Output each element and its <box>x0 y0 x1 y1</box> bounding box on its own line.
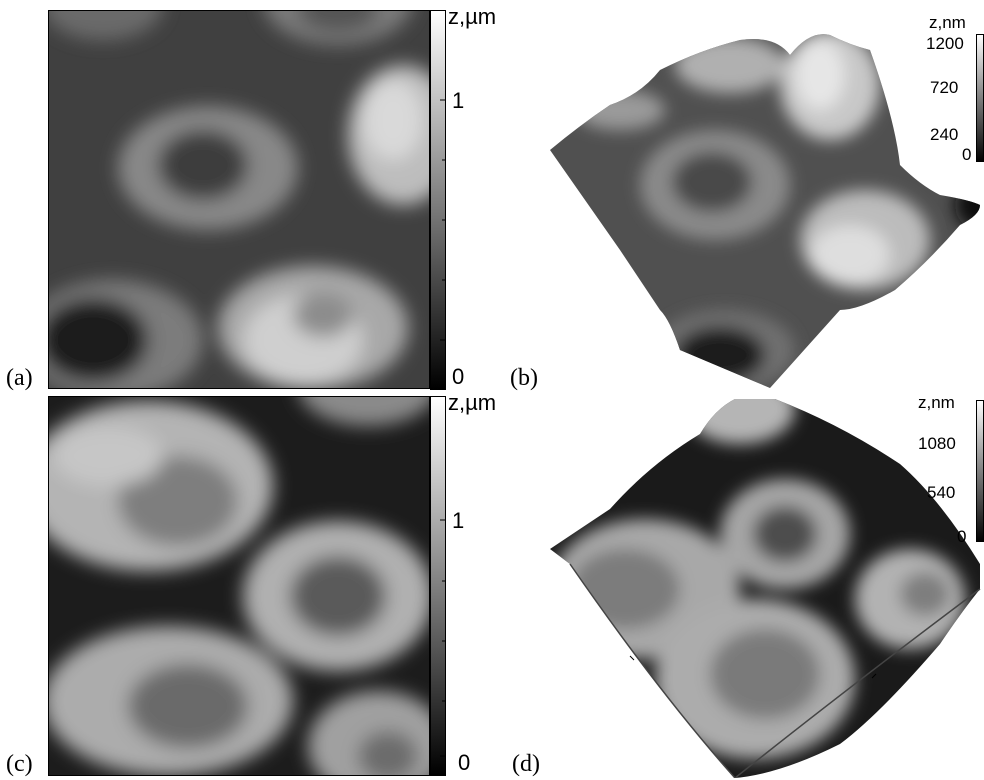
scale-tick-a-1: 1 <box>452 88 465 113</box>
scale-tick-b-720: 720 <box>930 78 959 97</box>
afm-map-c <box>48 396 430 776</box>
colorbar-c <box>430 396 446 776</box>
scale-tick-c-1: 1 <box>452 508 465 533</box>
afm-map-a <box>48 10 430 389</box>
afm-3d-b <box>550 34 980 388</box>
scale-unit-a: z,µm <box>448 4 497 29</box>
afm-3d-d <box>550 399 981 778</box>
scale-tick-b-0: 0 <box>962 145 972 164</box>
scale-tick-d-1080: 1080 <box>918 434 956 453</box>
scale-unit-d: z,nm <box>918 393 955 412</box>
scale-tick-b-1200: 1200 <box>926 34 964 53</box>
scale-tick-d-540: 540 <box>927 483 956 502</box>
panel-label-b: (b) <box>510 365 538 391</box>
scale-tick-c-0: 0 <box>458 750 471 775</box>
colorbar-b <box>976 34 984 162</box>
scale-tick-a-0: 0 <box>452 364 465 389</box>
scale-unit-c: z,µm <box>448 390 497 415</box>
scale-unit-b: z,nm <box>929 13 966 32</box>
colorbar-a <box>430 10 446 390</box>
panel-label-a: (a) <box>6 365 33 391</box>
scale-tick-d-0: 0 <box>957 527 967 546</box>
panel-label-d: (d) <box>512 751 540 777</box>
colorbar-d <box>976 400 984 542</box>
scale-tick-b-240: 240 <box>930 125 959 144</box>
panel-label-c: (c) <box>6 751 33 777</box>
